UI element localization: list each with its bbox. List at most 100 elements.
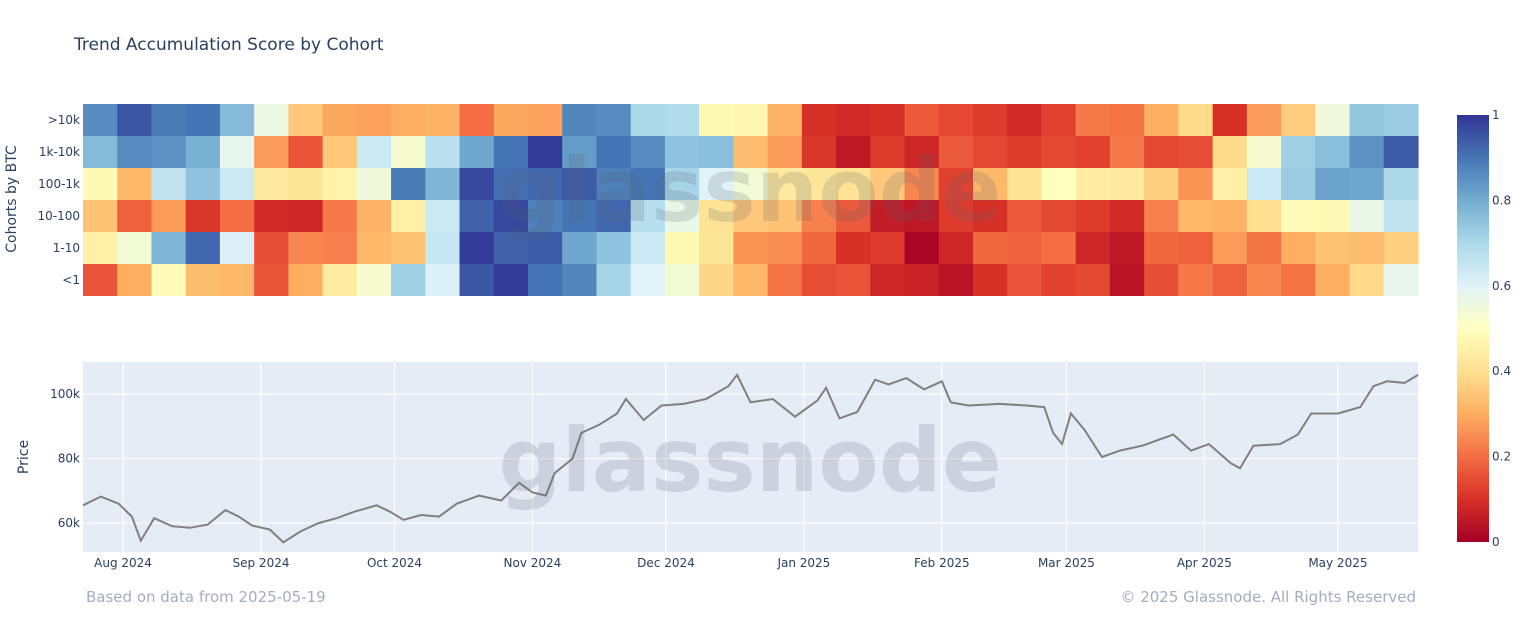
colorbar-tick-label: 0.8 xyxy=(1492,193,1511,207)
heatmap-cell xyxy=(151,104,187,136)
heatmap-cell xyxy=(1315,136,1351,168)
heatmap-cell xyxy=(1178,232,1214,264)
heatmap-cell xyxy=(973,264,1008,296)
heatmap-cell xyxy=(938,264,974,296)
heatmap-cell xyxy=(185,168,221,200)
heatmap-cell xyxy=(767,264,803,296)
heatmap-cell xyxy=(425,104,461,136)
heatmap-cell xyxy=(801,200,837,232)
heatmap-cell xyxy=(596,232,632,264)
heatmap-cell xyxy=(1383,200,1419,232)
heatmap-cell xyxy=(1212,200,1248,232)
heatmap-cell xyxy=(904,168,940,200)
heatmap-cell xyxy=(870,104,906,136)
heatmap-cell xyxy=(322,264,358,296)
heatmap-cell xyxy=(356,232,392,264)
heatmap-cell xyxy=(1109,232,1145,264)
heatmap-cell xyxy=(1007,264,1043,296)
heatmap-cell xyxy=(562,136,598,168)
heatmap-cell xyxy=(1246,264,1282,296)
heatmap-cell xyxy=(425,200,461,232)
heatmap-cell xyxy=(1349,232,1385,264)
heatmap-cell xyxy=(528,200,563,232)
heatmap-cell xyxy=(733,232,769,264)
heatmap-cell xyxy=(1075,168,1111,200)
heatmap-cell xyxy=(493,168,529,200)
heatmap-plot[interactable] xyxy=(83,104,1419,296)
colorbar-tick-label: 0 xyxy=(1492,535,1500,549)
price-y-tick-label: 60k xyxy=(58,516,80,530)
heatmap-cell xyxy=(356,264,392,296)
heatmap-cell xyxy=(630,136,666,168)
heatmap-cell xyxy=(801,168,837,200)
heatmap-y-tick-label: 1-10 xyxy=(53,241,80,255)
price-line[interactable] xyxy=(82,373,1419,544)
heatmap-cell xyxy=(254,168,289,200)
heatmap-cell xyxy=(493,104,529,136)
heatmap-cell xyxy=(1349,168,1385,200)
heatmap-cell xyxy=(254,136,289,168)
heatmap-cell xyxy=(1041,168,1077,200)
price-plot-background[interactable] xyxy=(83,362,1418,552)
chart-title: Trend Accumulation Score by Cohort xyxy=(73,35,384,55)
heatmap-cell xyxy=(83,232,118,264)
heatmap-cell xyxy=(1178,104,1214,136)
heatmap-cell xyxy=(1383,168,1419,200)
heatmap-cell xyxy=(664,104,700,136)
heatmap-cell xyxy=(117,136,153,168)
heatmap-cell xyxy=(904,104,940,136)
heatmap-cell xyxy=(767,136,803,168)
heatmap-cell xyxy=(151,168,187,200)
heatmap-cell xyxy=(219,104,255,136)
heatmap-cell xyxy=(1349,104,1385,136)
heatmap-cell xyxy=(219,168,255,200)
heatmap-cell xyxy=(528,232,563,264)
colorbar-tick-label: 0.2 xyxy=(1492,450,1511,464)
heatmap-cell xyxy=(767,168,803,200)
heatmap-cell xyxy=(1383,264,1419,296)
heatmap-cell xyxy=(459,136,495,168)
heatmap-cell xyxy=(1281,200,1316,232)
heatmap-cell xyxy=(1383,104,1419,136)
heatmap-cell xyxy=(459,168,495,200)
price-x-tick-label: Oct 2024 xyxy=(367,556,422,570)
heatmap-cell xyxy=(1075,104,1111,136)
heatmap-cell xyxy=(699,136,734,168)
heatmap-cell xyxy=(870,200,906,232)
heatmap-cell xyxy=(1281,232,1316,264)
heatmap-cell xyxy=(322,200,358,232)
heatmap-cell xyxy=(699,104,734,136)
heatmap-cell xyxy=(973,200,1008,232)
heatmap-cell xyxy=(254,200,289,232)
heatmap-cell xyxy=(219,232,255,264)
heatmap-cell xyxy=(493,136,529,168)
heatmap-cell xyxy=(151,136,187,168)
heatmap-cell xyxy=(733,136,769,168)
heatmap-cell xyxy=(1144,104,1179,136)
heatmap-cell xyxy=(1007,232,1043,264)
heatmap-cell xyxy=(973,168,1008,200)
heatmap-cell xyxy=(1109,104,1145,136)
heatmap-cell xyxy=(219,200,255,232)
heatmap-cell xyxy=(528,264,563,296)
heatmap-cell xyxy=(1178,200,1214,232)
heatmap-cell xyxy=(664,168,700,200)
heatmap-cell xyxy=(1246,168,1282,200)
heatmap-cell xyxy=(1315,232,1351,264)
price-x-tick-label: Apr 2025 xyxy=(1177,556,1232,570)
heatmap-cell xyxy=(630,200,666,232)
heatmap-cell xyxy=(288,104,324,136)
heatmap-cell xyxy=(83,136,118,168)
heatmap-cell xyxy=(356,104,392,136)
heatmap-cell xyxy=(185,200,221,232)
heatmap-cell xyxy=(151,232,187,264)
heatmap-cell xyxy=(1212,264,1248,296)
heatmap-cell xyxy=(528,136,563,168)
price-x-tick-label: Sep 2024 xyxy=(233,556,290,570)
heatmap-cell xyxy=(973,232,1008,264)
heatmap-cell xyxy=(836,136,871,168)
heatmap-cell xyxy=(288,136,324,168)
price-y-tick-label: 100k xyxy=(50,387,80,401)
heatmap-cell xyxy=(322,232,358,264)
